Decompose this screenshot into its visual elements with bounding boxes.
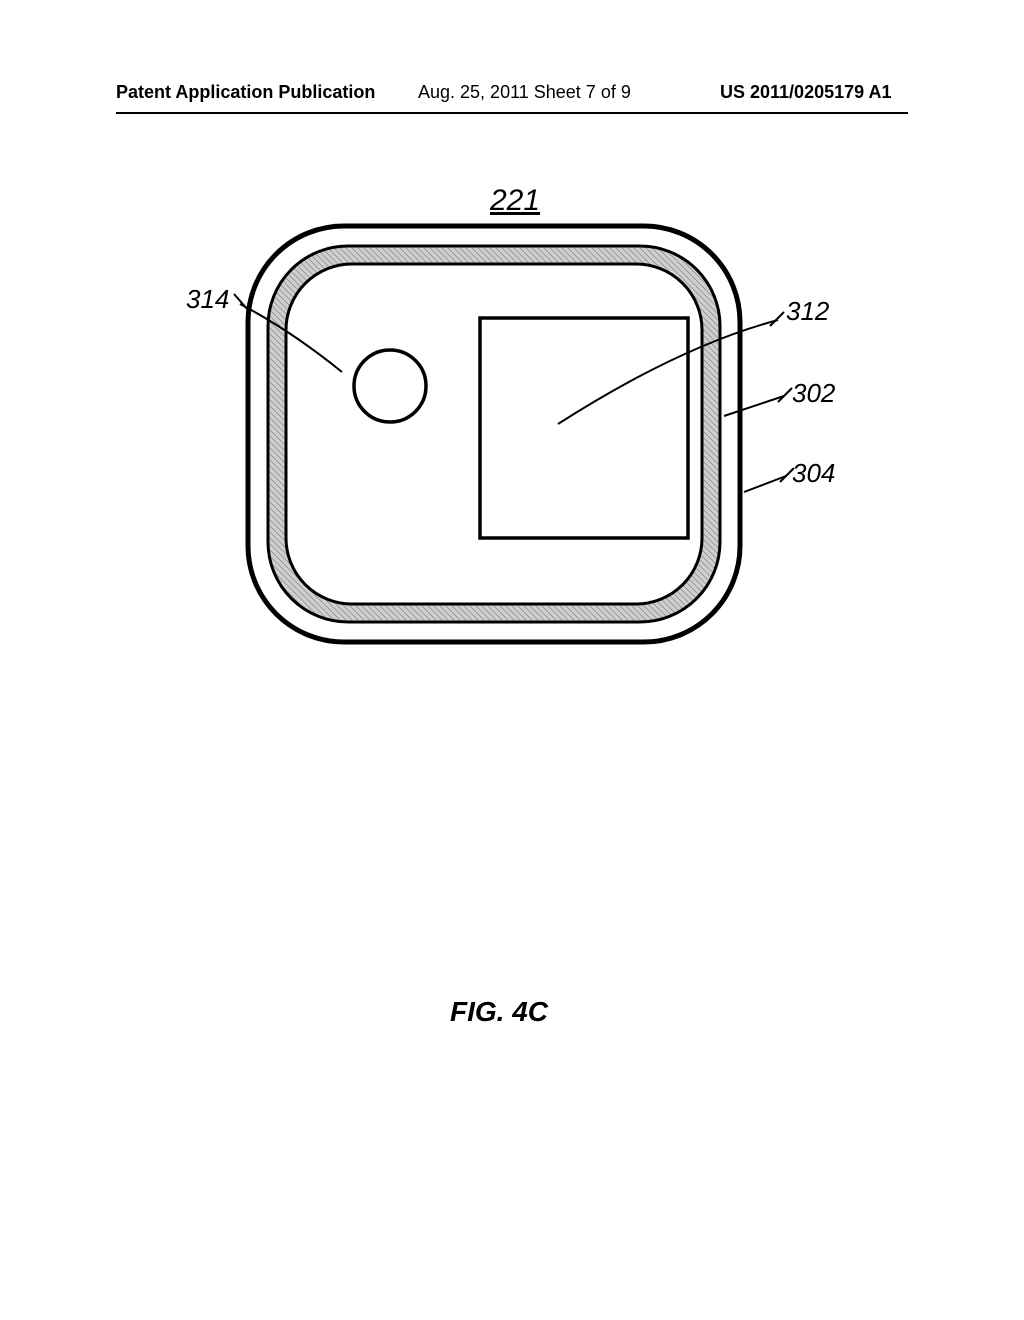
- header-publication-number: US 2011/0205179 A1: [720, 82, 891, 103]
- header-date-sheet: Aug. 25, 2011 Sheet 7 of 9: [418, 82, 631, 103]
- header-publication-type: Patent Application Publication: [116, 82, 375, 103]
- header-rule: [116, 112, 908, 114]
- page-header: Patent Application Publication Aug. 25, …: [0, 82, 1024, 112]
- figure-drawing: [230, 210, 790, 690]
- callout-label-304: 304: [792, 458, 835, 489]
- figure-svg: [230, 210, 790, 690]
- callout-label-314: 314: [186, 284, 229, 315]
- callout-label-312: 312: [786, 296, 829, 327]
- figure-caption: FIG. 4C: [450, 996, 548, 1028]
- inner-cavity: [286, 264, 702, 604]
- callout-label-302: 302: [792, 378, 835, 409]
- page: Patent Application Publication Aug. 25, …: [0, 0, 1024, 1320]
